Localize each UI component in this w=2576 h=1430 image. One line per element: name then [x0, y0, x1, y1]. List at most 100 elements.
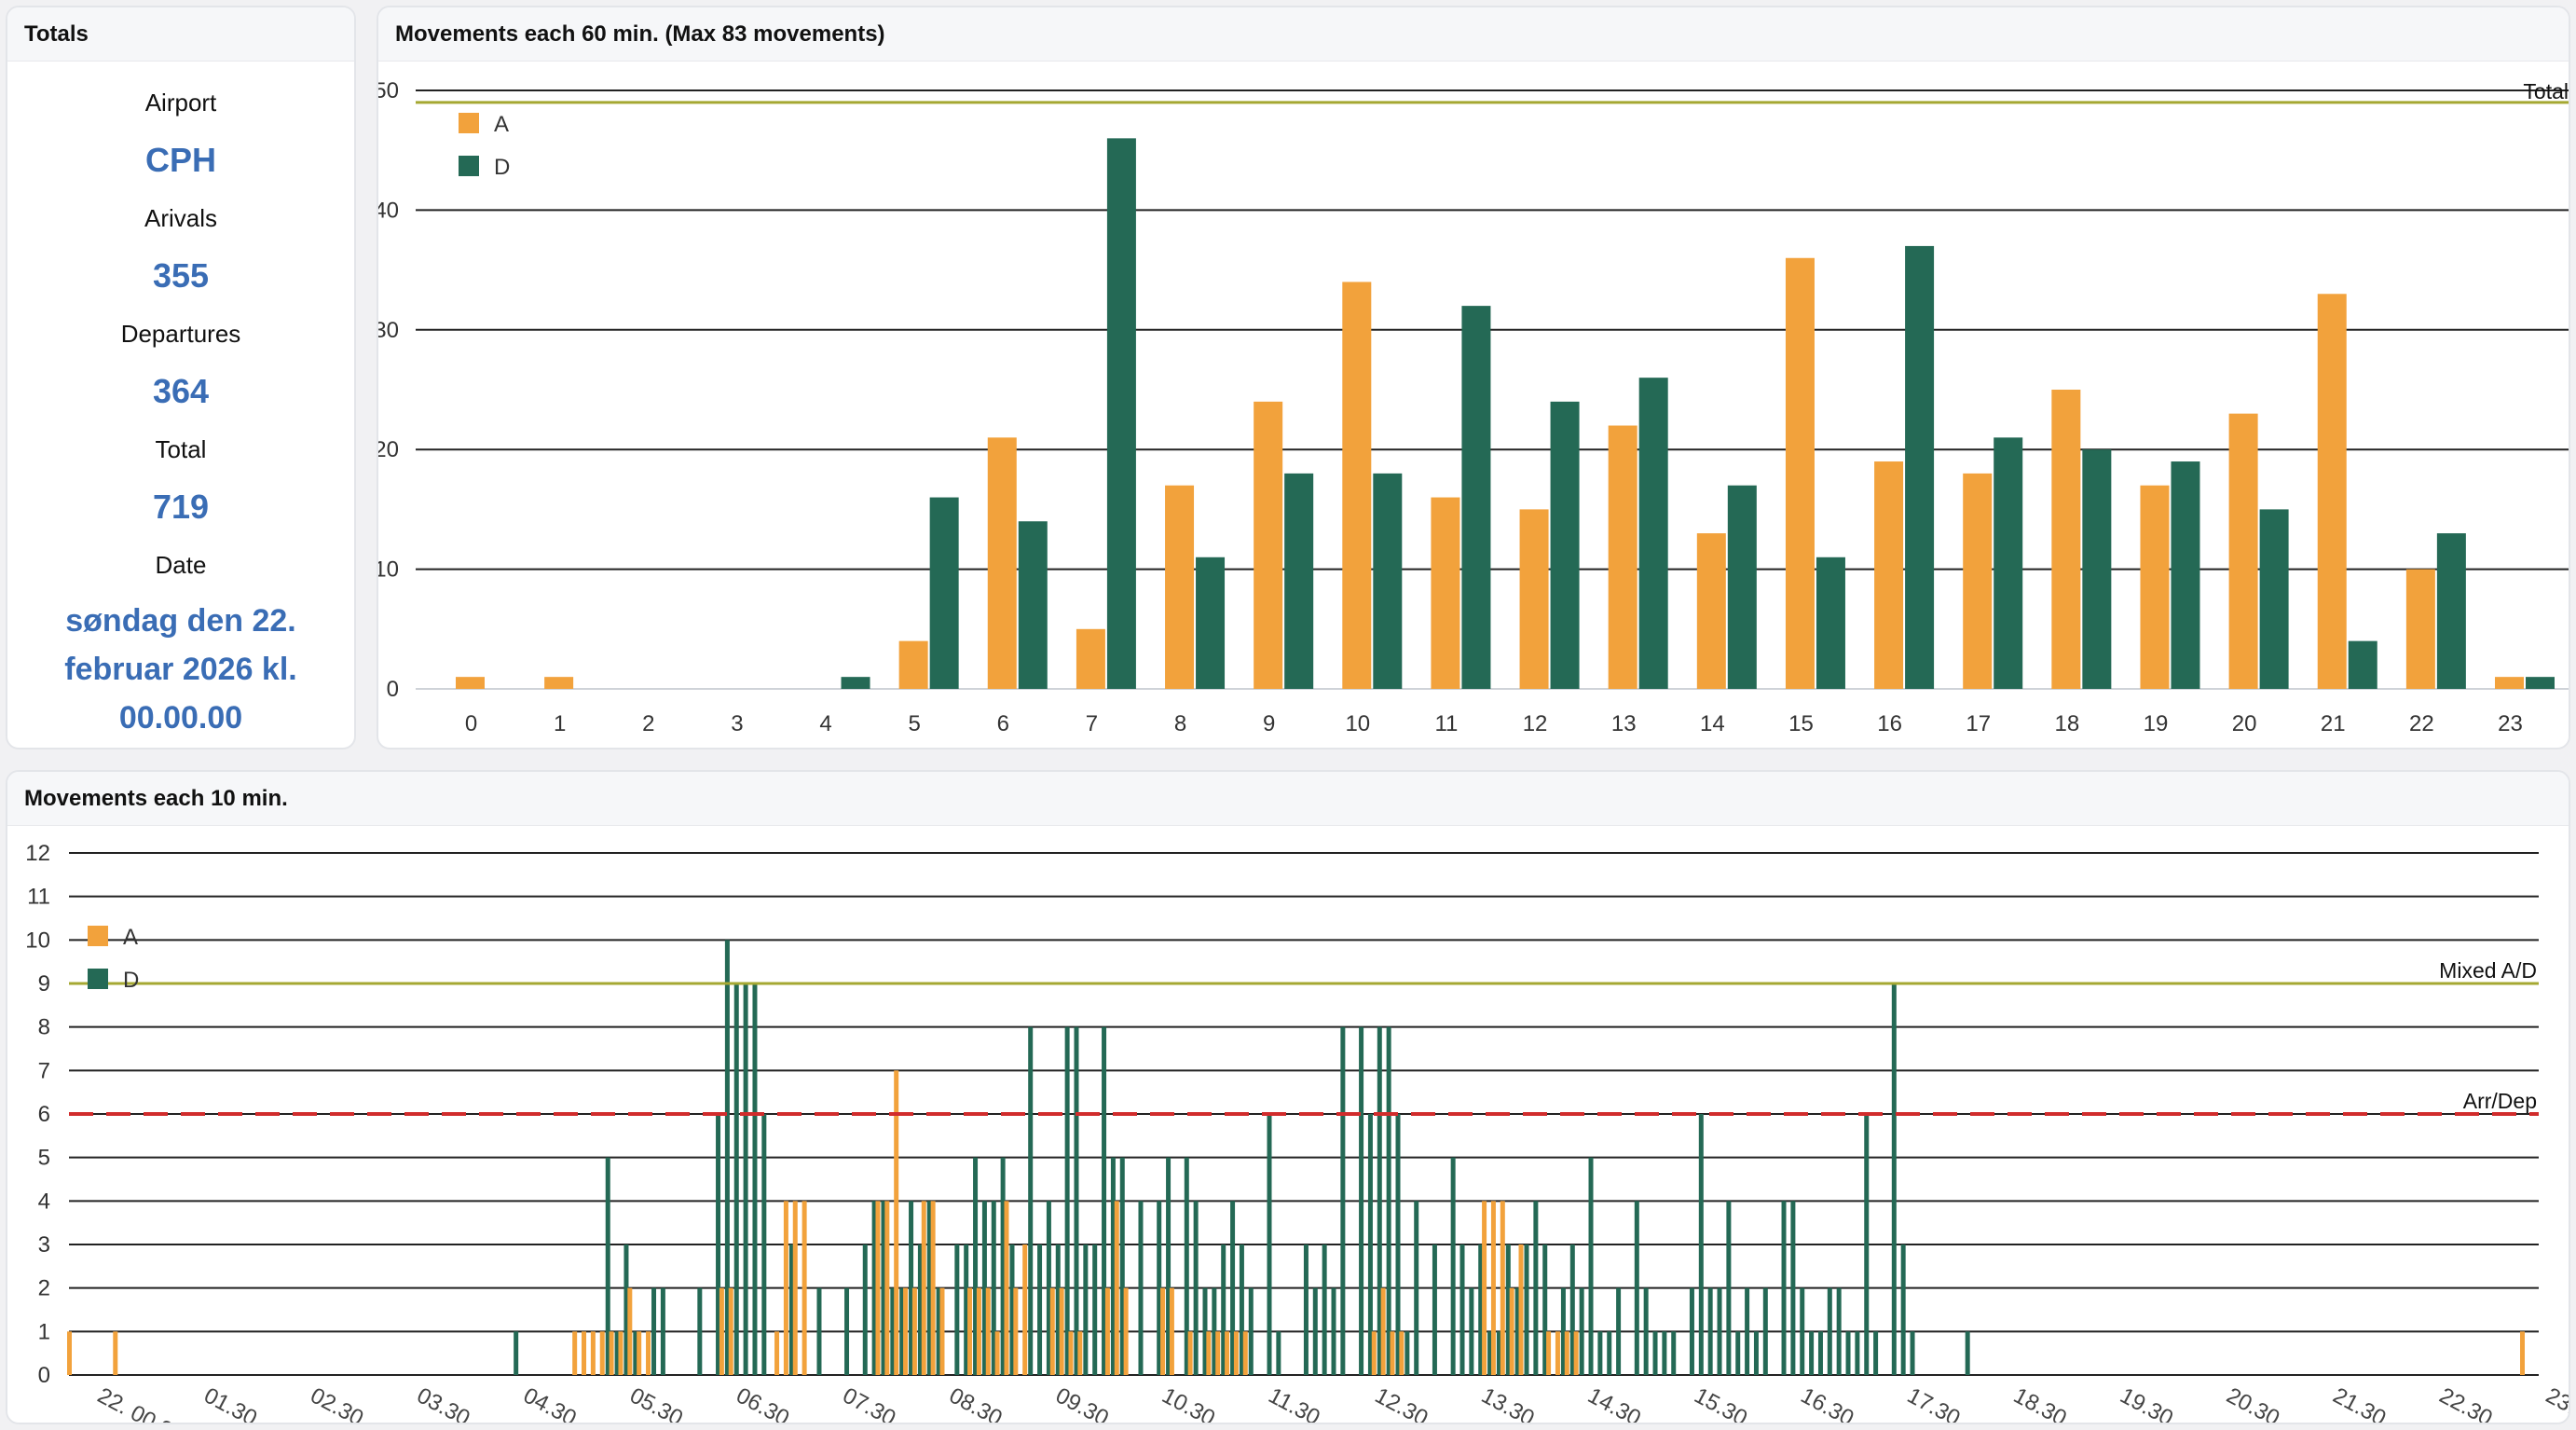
- tenmin-bar-departures: [881, 1201, 886, 1375]
- tenmin-chart-title: Movements each 10 min.: [24, 785, 288, 811]
- tenmin-bar-arrivals: [1004, 1201, 1009, 1375]
- hourly-chart-header: Movements each 60 min. (Max 83 movements…: [378, 7, 2569, 62]
- tenmin-x-tick-label: 18.30: [2009, 1382, 2071, 1424]
- tenmin-bar-departures: [633, 1331, 638, 1375]
- hourly-bar-departures: [1106, 138, 1136, 690]
- tenmin-bar-departures: [1873, 1331, 1879, 1375]
- tenmin-bar-arrivals: [1482, 1201, 1487, 1375]
- tenmin-x-tick-label: 10.30: [1158, 1382, 1219, 1424]
- hourly-bar-arrivals: [1519, 509, 1549, 689]
- tenmin-bar-arrivals: [1169, 1287, 1174, 1375]
- tenmin-bar-departures: [1157, 1201, 1162, 1375]
- hourly-x-tick-label: 8: [1174, 711, 1186, 736]
- tenmin-x-tick-label: 05.30: [625, 1382, 687, 1424]
- departures-value: 364: [152, 372, 210, 410]
- tenmin-x-tick-label: 04.30: [519, 1382, 581, 1424]
- tenmin-bar-arrivals: [1564, 1331, 1569, 1375]
- tenmin-bar-departures: [1864, 1114, 1870, 1375]
- hourly-x-tick-label: 6: [997, 711, 1009, 736]
- hourly-bar-departures: [2526, 677, 2555, 689]
- tenmin-x-tick-label: 12.30: [1371, 1382, 1432, 1424]
- tenmin-x-tick-label: 07.30: [839, 1382, 900, 1424]
- hourly-bar-departures: [1373, 473, 1403, 689]
- airport-value: CPH: [144, 141, 216, 179]
- tenmin-bar-arrivals: [1500, 1201, 1505, 1375]
- tenmin-bar-departures: [1478, 1244, 1484, 1375]
- tenmin-bar-arrivals: [572, 1331, 578, 1375]
- hourly-x-tick-label: 9: [1263, 711, 1275, 736]
- hourly-bar-arrivals: [2317, 294, 2347, 689]
- tenmin-bar-arrivals: [1390, 1331, 1395, 1375]
- hourly-bar-departures: [2259, 509, 2289, 689]
- hourly-bar-arrivals: [2228, 413, 2258, 689]
- tenmin-bar-departures: [1616, 1287, 1622, 1375]
- tenmin-x-tick-label: 20.30: [2223, 1382, 2284, 1424]
- hourly-x-tick-label: 10: [1345, 711, 1370, 736]
- tenmin-legend-swatch: [88, 926, 108, 946]
- hourly-x-tick-label: 11: [1434, 711, 1458, 736]
- tenmin-bar-arrivals: [1013, 1287, 1019, 1375]
- hourly-x-tick-label: 2: [642, 711, 654, 736]
- tenmin-chart-panel: Movements each 10 min. 0 1 2 3 4 5 6 7 8 9 10 11 12 M…: [6, 770, 2570, 1424]
- tenmin-bar-departures: [1542, 1244, 1548, 1375]
- airport-label: Airport: [144, 89, 217, 117]
- tenmin-x-tick-label: 01.30: [199, 1382, 261, 1424]
- hourly-bar-arrivals: [2405, 569, 2435, 689]
- tenmin-bar-departures: [926, 1201, 932, 1375]
- tenmin-bar-arrivals: [875, 1201, 881, 1375]
- tenmin-bar-departures: [1607, 1331, 1612, 1375]
- tenmin-bar-arrivals: [1114, 1201, 1119, 1375]
- hourly-bar-departures: [1638, 378, 1668, 689]
- hourly-chart-title: Movements each 60 min. (Max 83 movements…: [395, 21, 885, 47]
- tenmin-bar-arrivals: [921, 1201, 926, 1375]
- tenmin-bar-arrivals: [728, 1287, 733, 1375]
- tenmin-bar-departures: [917, 1244, 923, 1375]
- tenmin-bar-departures: [1102, 1026, 1107, 1375]
- tenmin-bar-departures: [724, 940, 730, 1375]
- tenmin-bar-arrivals: [1160, 1287, 1166, 1375]
- tenmin-bar-departures: [871, 1201, 877, 1375]
- tenmin-bar-departures: [1377, 1026, 1382, 1375]
- hourly-bar-departures: [1550, 401, 1580, 689]
- tenmin-bar-departures: [1487, 1331, 1493, 1375]
- tenmin-bar-arrivals: [1509, 1287, 1514, 1375]
- hourly-x-tick-label: 12: [1523, 711, 1548, 736]
- tenmin-bar-departures: [788, 1244, 794, 1375]
- hourly-x-tick-label: 0: [465, 711, 477, 736]
- tenmin-y-tick-label: 10: [25, 928, 50, 953]
- tenmin-bar-departures: [605, 1157, 610, 1375]
- arrivals-label: Arivals: [144, 204, 217, 232]
- tenmin-bar-departures: [1000, 1157, 1006, 1375]
- tenmin-bar-arrivals: [67, 1331, 72, 1375]
- tenmin-bar-departures: [1276, 1331, 1281, 1375]
- hourly-x-tick-label: 18: [2054, 711, 2079, 736]
- tenmin-bar-departures: [1790, 1201, 1796, 1375]
- tenmin-bar-arrivals: [967, 1287, 973, 1375]
- tenmin-bar-departures: [1671, 1331, 1677, 1375]
- tenmin-bar-departures: [1359, 1026, 1364, 1375]
- tenmin-bar-departures: [1643, 1287, 1649, 1375]
- tenmin-bar-departures: [844, 1287, 850, 1375]
- tenmin-bar-departures: [1119, 1157, 1125, 1375]
- tenmin-bar-departures: [936, 1287, 941, 1375]
- hourly-bar-arrivals: [456, 677, 485, 689]
- tenmin-bar-arrivals: [802, 1201, 807, 1375]
- tenmin-bar-arrivals: [792, 1201, 798, 1375]
- hourly-bar-arrivals: [1608, 425, 1637, 689]
- tenmin-bar-arrivals: [1555, 1331, 1560, 1375]
- hourly-bar-departures: [841, 677, 870, 689]
- hourly-x-tick-label: 5: [908, 711, 920, 736]
- tenmin-bar-departures: [1166, 1157, 1172, 1375]
- hourly-x-tick-label: 17: [1966, 711, 1991, 736]
- tenmin-bar-departures: [1322, 1244, 1327, 1375]
- tenmin-bar-departures: [1579, 1287, 1584, 1375]
- tenmin-bar-arrivals: [783, 1201, 788, 1375]
- tenmin-bar-arrivals: [1215, 1331, 1221, 1375]
- tenmin-bar-arrivals: [1546, 1331, 1552, 1375]
- tenmin-y-tick-label: 4: [38, 1189, 50, 1214]
- hourly-bar-departures: [2082, 449, 2112, 689]
- hourly-bar-departures: [1727, 485, 1757, 689]
- tenmin-x-tick-label: 22.30: [2435, 1382, 2497, 1424]
- tenmin-bar-departures: [1836, 1287, 1842, 1375]
